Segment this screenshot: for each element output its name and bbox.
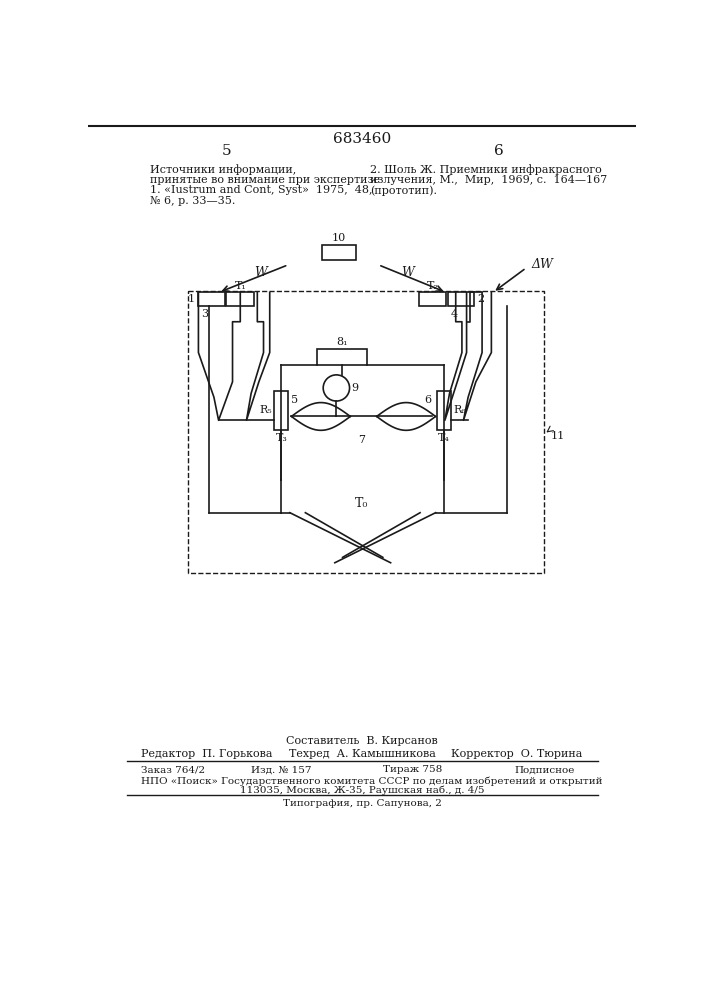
Text: излучения, М.,  Мир,  1969, с.  164—167: излучения, М., Мир, 1969, с. 164—167 [370, 175, 607, 185]
Text: Подписное: Подписное [515, 765, 575, 774]
Text: 2. Шоль Ж. Приемники инфракрасного: 2. Шоль Ж. Приемники инфракрасного [370, 164, 602, 175]
Bar [322, 245, 356, 260]
Bar [226, 292, 255, 306]
Text: Редактор  П. Горькова: Редактор П. Горькова [141, 749, 273, 759]
Bar [317, 349, 368, 365]
Text: W: W [254, 266, 267, 279]
Text: 5: 5 [291, 395, 298, 405]
Text: 6: 6 [494, 144, 504, 158]
Text: 6: 6 [423, 395, 431, 405]
Bar [419, 292, 446, 306]
Text: 3: 3 [201, 309, 208, 319]
Text: 9: 9 [351, 383, 358, 393]
Text: Источники информации,: Источники информации, [151, 164, 297, 175]
Text: 11: 11 [551, 431, 566, 441]
Text: (прототип).: (прототип). [370, 185, 437, 196]
Text: 1. «Iustrum and Cont, Syst»  1975,  48,: 1. «Iustrum and Cont, Syst» 1975, 48, [151, 185, 373, 195]
Text: Корректор  О. Тюрина: Корректор О. Тюрина [452, 749, 583, 759]
Text: НПО «Поиск» Государственного комитета СССР по делам изобретений и открытий: НПО «Поиск» Государственного комитета СС… [141, 776, 602, 786]
Bar [437, 391, 451, 430]
Text: № 6, р. 33—35.: № 6, р. 33—35. [151, 196, 235, 206]
Text: T₀: T₀ [355, 497, 368, 510]
Bar [274, 391, 288, 430]
Text: 2: 2 [477, 294, 484, 304]
Text: 8₁: 8₁ [337, 337, 348, 347]
Text: Изд. № 157: Изд. № 157 [251, 765, 312, 774]
Text: W: W [402, 266, 414, 279]
Text: 5: 5 [221, 144, 231, 158]
Text: Типография, пр. Сапунова, 2: Типография, пр. Сапунова, 2 [283, 799, 441, 808]
Bar [199, 292, 225, 306]
Text: R₅: R₅ [259, 405, 272, 415]
Text: T₂: T₂ [426, 281, 438, 291]
Text: 4: 4 [450, 309, 457, 319]
Text: ΔW: ΔW [532, 258, 554, 271]
Text: Составитель  В. Кирсанов: Составитель В. Кирсанов [286, 736, 438, 746]
Text: 113035, Москва, Ж-35, Раушская наб., д. 4/5: 113035, Москва, Ж-35, Раушская наб., д. … [240, 785, 484, 795]
Text: Заказ 764/2: Заказ 764/2 [141, 765, 205, 774]
Text: 7: 7 [358, 435, 366, 445]
Text: T₁: T₁ [235, 281, 246, 291]
Text: Тираж 758: Тираж 758 [383, 765, 442, 774]
Text: T₄: T₄ [438, 433, 450, 443]
Text: R₆: R₆ [453, 405, 466, 415]
Bar [448, 292, 474, 306]
Text: принятые во внимание при экспертизе: принятые во внимание при экспертизе [151, 175, 380, 185]
Text: 10: 10 [332, 233, 346, 243]
Text: Техред  А. Камышникова: Техред А. Камышникова [288, 749, 436, 759]
Text: 1: 1 [187, 294, 194, 304]
Text: 683460: 683460 [333, 132, 391, 146]
Text: T₃: T₃ [276, 433, 287, 443]
